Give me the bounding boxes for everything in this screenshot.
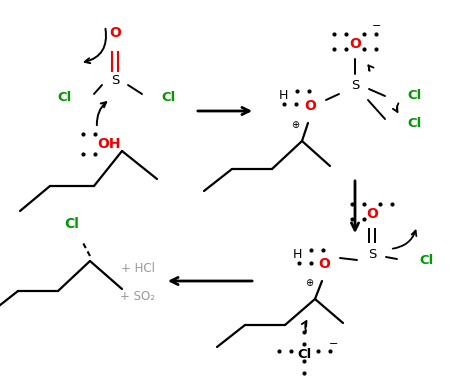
Text: H: H — [292, 247, 302, 261]
Text: OH: OH — [97, 137, 121, 151]
Text: ⊕: ⊕ — [291, 120, 299, 130]
Text: + SO₂: + SO₂ — [120, 290, 156, 303]
Text: O: O — [366, 207, 378, 221]
Text: S: S — [111, 74, 119, 88]
Text: O: O — [109, 26, 121, 40]
Text: + HCl: + HCl — [121, 261, 155, 274]
Text: O: O — [304, 99, 316, 113]
Text: ⊕: ⊕ — [305, 278, 313, 288]
Text: S: S — [368, 247, 376, 261]
Text: Cl: Cl — [57, 91, 71, 105]
Text: O: O — [349, 37, 361, 51]
Text: −: − — [329, 339, 339, 349]
Text: Cl: Cl — [419, 254, 433, 267]
Text: −: − — [373, 21, 382, 31]
Text: Cl: Cl — [64, 217, 79, 231]
Text: Cl: Cl — [298, 347, 312, 361]
Text: S: S — [351, 80, 359, 93]
Text: H: H — [278, 90, 288, 103]
Text: O: O — [318, 257, 330, 271]
Text: Cl: Cl — [408, 117, 422, 130]
Text: Cl: Cl — [408, 90, 422, 103]
Text: Cl: Cl — [161, 91, 175, 105]
